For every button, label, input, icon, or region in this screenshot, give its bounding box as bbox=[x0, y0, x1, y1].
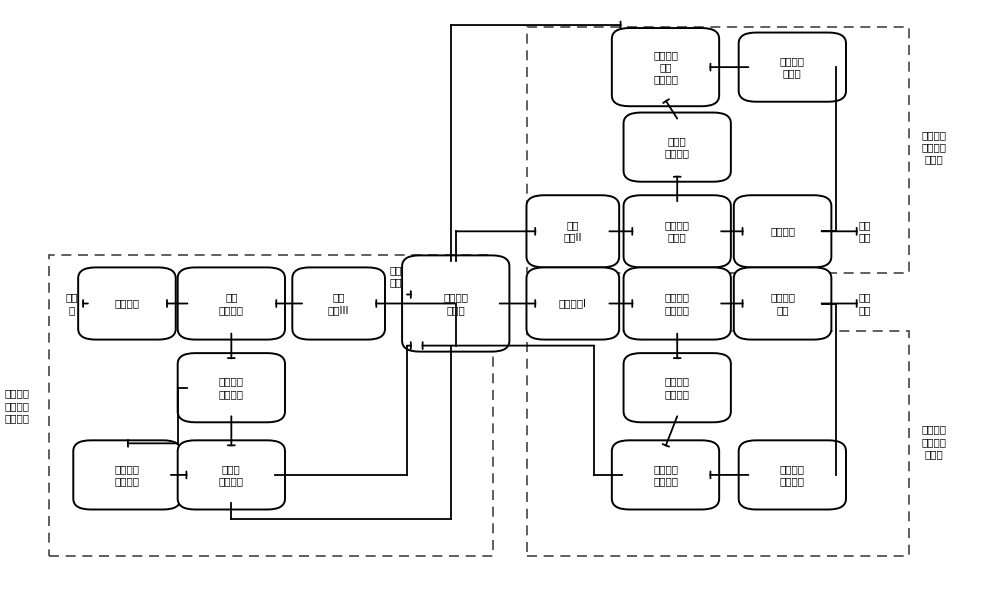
Text: 电磁阀组I: 电磁阀组I bbox=[559, 299, 587, 308]
Text: 液压监测
传感器组: 液压监测 传感器组 bbox=[665, 376, 690, 399]
Text: 排渣顺畅
系数
计算模块: 排渣顺畅 系数 计算模块 bbox=[653, 50, 678, 84]
Text: 电磁
阀组III: 电磁 阀组III bbox=[328, 293, 349, 314]
Text: 电磁
阀组II: 电磁 阀组II bbox=[564, 220, 582, 243]
FancyBboxPatch shape bbox=[734, 195, 831, 268]
Text: 钻机核心
控制器: 钻机核心 控制器 bbox=[443, 293, 468, 314]
Text: 排渣顺畅
监测与调
节系统: 排渣顺畅 监测与调 节系统 bbox=[921, 130, 946, 164]
FancyBboxPatch shape bbox=[73, 440, 181, 509]
Text: 钻渣
排出: 钻渣 排出 bbox=[859, 220, 871, 243]
FancyBboxPatch shape bbox=[734, 268, 831, 339]
Bar bbox=[49, 256, 493, 556]
Text: 钻进调节
液压系统: 钻进调节 液压系统 bbox=[665, 293, 690, 314]
FancyBboxPatch shape bbox=[612, 28, 719, 106]
FancyBboxPatch shape bbox=[178, 440, 285, 509]
Text: 锚固稳定
性监测与
调节系统: 锚固稳定 性监测与 调节系统 bbox=[4, 388, 29, 423]
Text: 通道压力
传感器: 通道压力 传感器 bbox=[780, 56, 805, 78]
FancyBboxPatch shape bbox=[178, 353, 285, 422]
FancyBboxPatch shape bbox=[739, 33, 846, 102]
Text: 卡钻概率
计算模块: 卡钻概率 计算模块 bbox=[653, 464, 678, 486]
Bar bbox=[527, 331, 909, 556]
Text: 排渣介质
控制阀: 排渣介质 控制阀 bbox=[665, 220, 690, 243]
FancyBboxPatch shape bbox=[292, 268, 385, 339]
Text: 锚固
液压系统: 锚固 液压系统 bbox=[219, 293, 244, 314]
Text: 锚固油缸: 锚固油缸 bbox=[114, 299, 139, 308]
Text: 卡钻概率
监测与调
节系统: 卡钻概率 监测与调 节系统 bbox=[921, 424, 946, 459]
Text: 介质阀
传感器组: 介质阀 传感器组 bbox=[665, 136, 690, 158]
Text: 锚固状态
传感器组: 锚固状态 传感器组 bbox=[114, 464, 139, 486]
FancyBboxPatch shape bbox=[178, 268, 285, 339]
FancyBboxPatch shape bbox=[526, 268, 619, 339]
FancyBboxPatch shape bbox=[739, 440, 846, 509]
Bar bbox=[527, 27, 909, 273]
Text: 锚固液压
传感器组: 锚固液压 传感器组 bbox=[219, 376, 244, 399]
FancyBboxPatch shape bbox=[78, 268, 176, 339]
FancyBboxPatch shape bbox=[624, 268, 731, 339]
FancyBboxPatch shape bbox=[402, 256, 509, 351]
FancyBboxPatch shape bbox=[612, 440, 719, 509]
Text: 排渣通道: 排渣通道 bbox=[770, 226, 795, 236]
FancyBboxPatch shape bbox=[624, 195, 731, 268]
FancyBboxPatch shape bbox=[624, 112, 731, 181]
Text: 锚固力
计算模块: 锚固力 计算模块 bbox=[219, 464, 244, 486]
Text: 钻进执行
机构: 钻进执行 机构 bbox=[770, 293, 795, 314]
Text: 指令
输入: 指令 输入 bbox=[390, 265, 402, 288]
Text: 动作
输出: 动作 输出 bbox=[859, 293, 871, 314]
FancyBboxPatch shape bbox=[624, 353, 731, 422]
Text: 锚固
力: 锚固 力 bbox=[66, 293, 78, 314]
FancyBboxPatch shape bbox=[526, 195, 619, 268]
Text: 钻进监测
传感器组: 钻进监测 传感器组 bbox=[780, 464, 805, 486]
